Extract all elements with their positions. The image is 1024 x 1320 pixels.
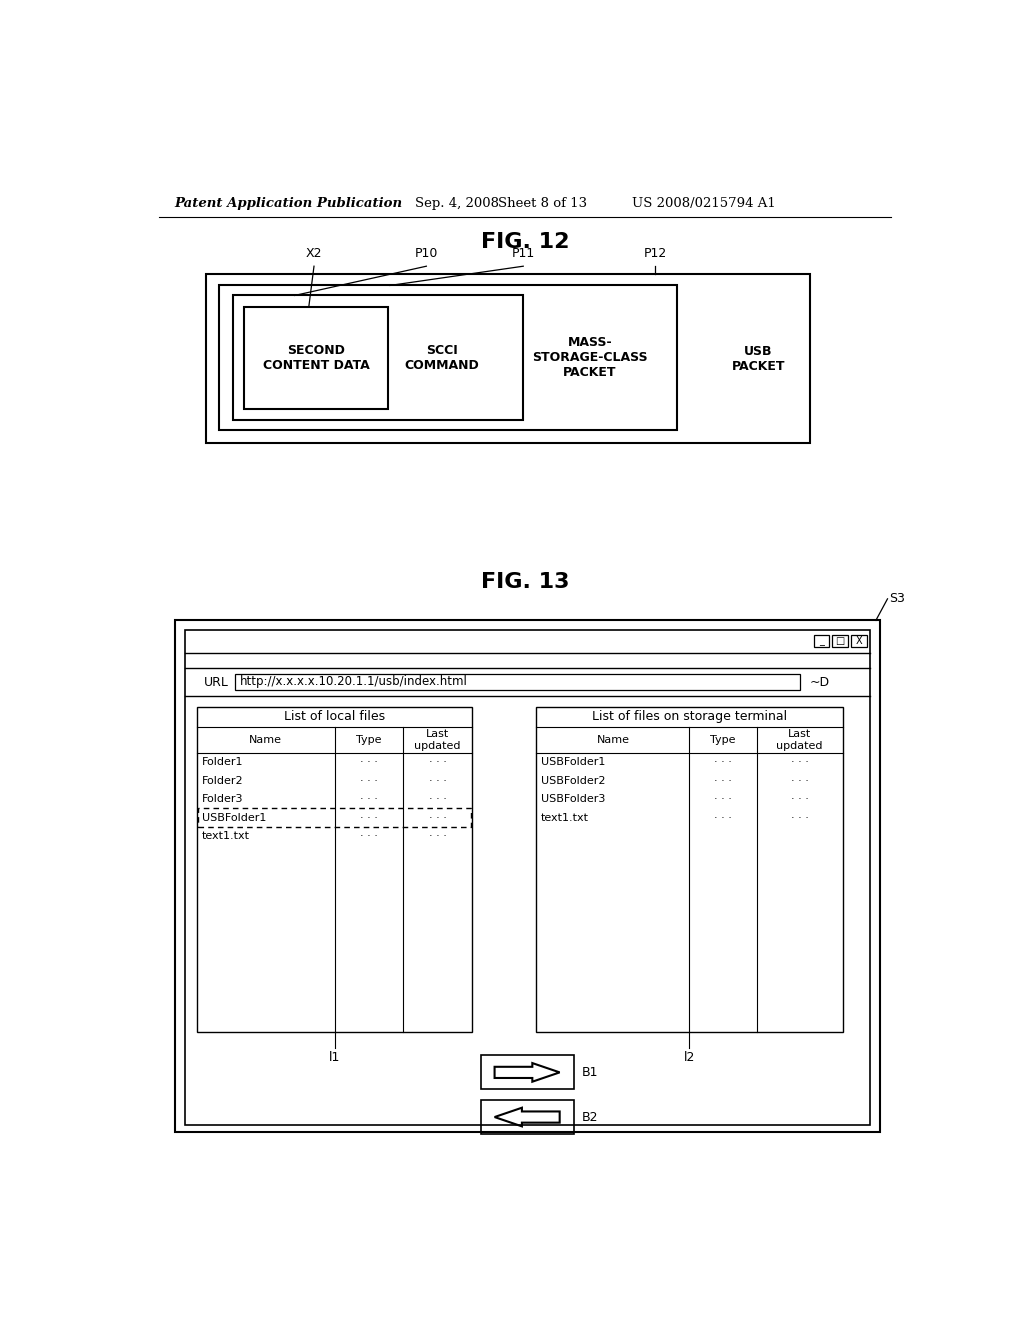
Text: USBFolder3: USBFolder3 xyxy=(541,795,605,804)
Text: Name: Name xyxy=(249,735,283,744)
Text: · · ·: · · · xyxy=(714,758,732,767)
Text: · · ·: · · · xyxy=(429,832,446,841)
Bar xyxy=(206,275,810,444)
Bar xyxy=(480,1100,573,1134)
Text: S3: S3 xyxy=(889,593,905,606)
Text: SECOND
CONTENT DATA: SECOND CONTENT DATA xyxy=(262,343,370,372)
Text: □: □ xyxy=(836,636,845,647)
Text: · · ·: · · · xyxy=(714,776,732,785)
Bar xyxy=(197,706,472,1032)
Text: l1: l1 xyxy=(329,1051,340,1064)
Text: P10: P10 xyxy=(415,247,438,260)
Bar xyxy=(198,808,471,826)
Text: List of local files: List of local files xyxy=(284,710,385,723)
Text: · · ·: · · · xyxy=(360,795,378,804)
Text: USBFolder2: USBFolder2 xyxy=(541,776,605,785)
Text: text1.txt: text1.txt xyxy=(202,832,250,841)
Bar xyxy=(184,630,869,1125)
Text: USBFolder1: USBFolder1 xyxy=(202,813,266,822)
Text: FIG. 13: FIG. 13 xyxy=(480,572,569,591)
Text: · · ·: · · · xyxy=(429,758,446,767)
Text: B2: B2 xyxy=(582,1110,598,1123)
Text: Sheet 8 of 13: Sheet 8 of 13 xyxy=(499,197,588,210)
Text: Folder2: Folder2 xyxy=(202,776,244,785)
Text: l2: l2 xyxy=(684,1051,695,1064)
Text: USB
PACKET: USB PACKET xyxy=(732,345,785,372)
Text: · · ·: · · · xyxy=(791,813,809,822)
Text: Folder3: Folder3 xyxy=(202,795,243,804)
Bar xyxy=(814,635,829,647)
Text: USBFolder1: USBFolder1 xyxy=(541,758,605,767)
Text: ~D: ~D xyxy=(809,676,829,689)
Text: _: _ xyxy=(819,636,824,647)
Bar xyxy=(232,296,523,420)
Text: Type: Type xyxy=(356,735,382,744)
Bar xyxy=(480,1056,573,1089)
Text: · · ·: · · · xyxy=(429,776,446,785)
Text: Last
updated: Last updated xyxy=(415,729,461,751)
Text: · · ·: · · · xyxy=(714,813,732,822)
Text: MASS-
STORAGE-CLASS
PACKET: MASS- STORAGE-CLASS PACKET xyxy=(532,337,647,379)
Text: P11: P11 xyxy=(512,247,535,260)
Text: · · ·: · · · xyxy=(429,795,446,804)
Text: · · ·: · · · xyxy=(714,795,732,804)
Text: Patent Application Publication: Patent Application Publication xyxy=(174,197,402,210)
Text: List of files on storage terminal: List of files on storage terminal xyxy=(592,710,787,723)
Bar xyxy=(537,706,843,1032)
Bar xyxy=(219,285,677,430)
Text: FIG. 12: FIG. 12 xyxy=(480,231,569,252)
Text: URL: URL xyxy=(204,676,228,689)
Text: X2: X2 xyxy=(306,247,323,260)
Text: · · ·: · · · xyxy=(429,813,446,822)
Text: text1.txt: text1.txt xyxy=(541,813,589,822)
Bar xyxy=(833,635,848,647)
Text: · · ·: · · · xyxy=(360,832,378,841)
Text: SCCI
COMMAND: SCCI COMMAND xyxy=(404,343,479,372)
Text: Last
updated: Last updated xyxy=(776,729,823,751)
Text: Type: Type xyxy=(711,735,736,744)
Text: Name: Name xyxy=(596,735,630,744)
Text: · · ·: · · · xyxy=(360,813,378,822)
Text: Sep. 4, 2008: Sep. 4, 2008 xyxy=(415,197,499,210)
Text: · · ·: · · · xyxy=(360,776,378,785)
Text: Folder1: Folder1 xyxy=(202,758,243,767)
Bar xyxy=(851,635,866,647)
Bar xyxy=(234,673,800,690)
Text: · · ·: · · · xyxy=(791,758,809,767)
Text: http://x.x.x.x.10.20.1.1/usb/index.html: http://x.x.x.x.10.20.1.1/usb/index.html xyxy=(240,676,468,689)
Text: · · ·: · · · xyxy=(791,776,809,785)
Text: X: X xyxy=(855,636,862,647)
Bar xyxy=(174,620,880,1133)
Text: B1: B1 xyxy=(582,1065,598,1078)
Text: P12: P12 xyxy=(643,247,667,260)
Bar xyxy=(245,308,388,409)
Text: · · ·: · · · xyxy=(360,758,378,767)
Text: US 2008/0215794 A1: US 2008/0215794 A1 xyxy=(632,197,775,210)
Text: · · ·: · · · xyxy=(791,795,809,804)
